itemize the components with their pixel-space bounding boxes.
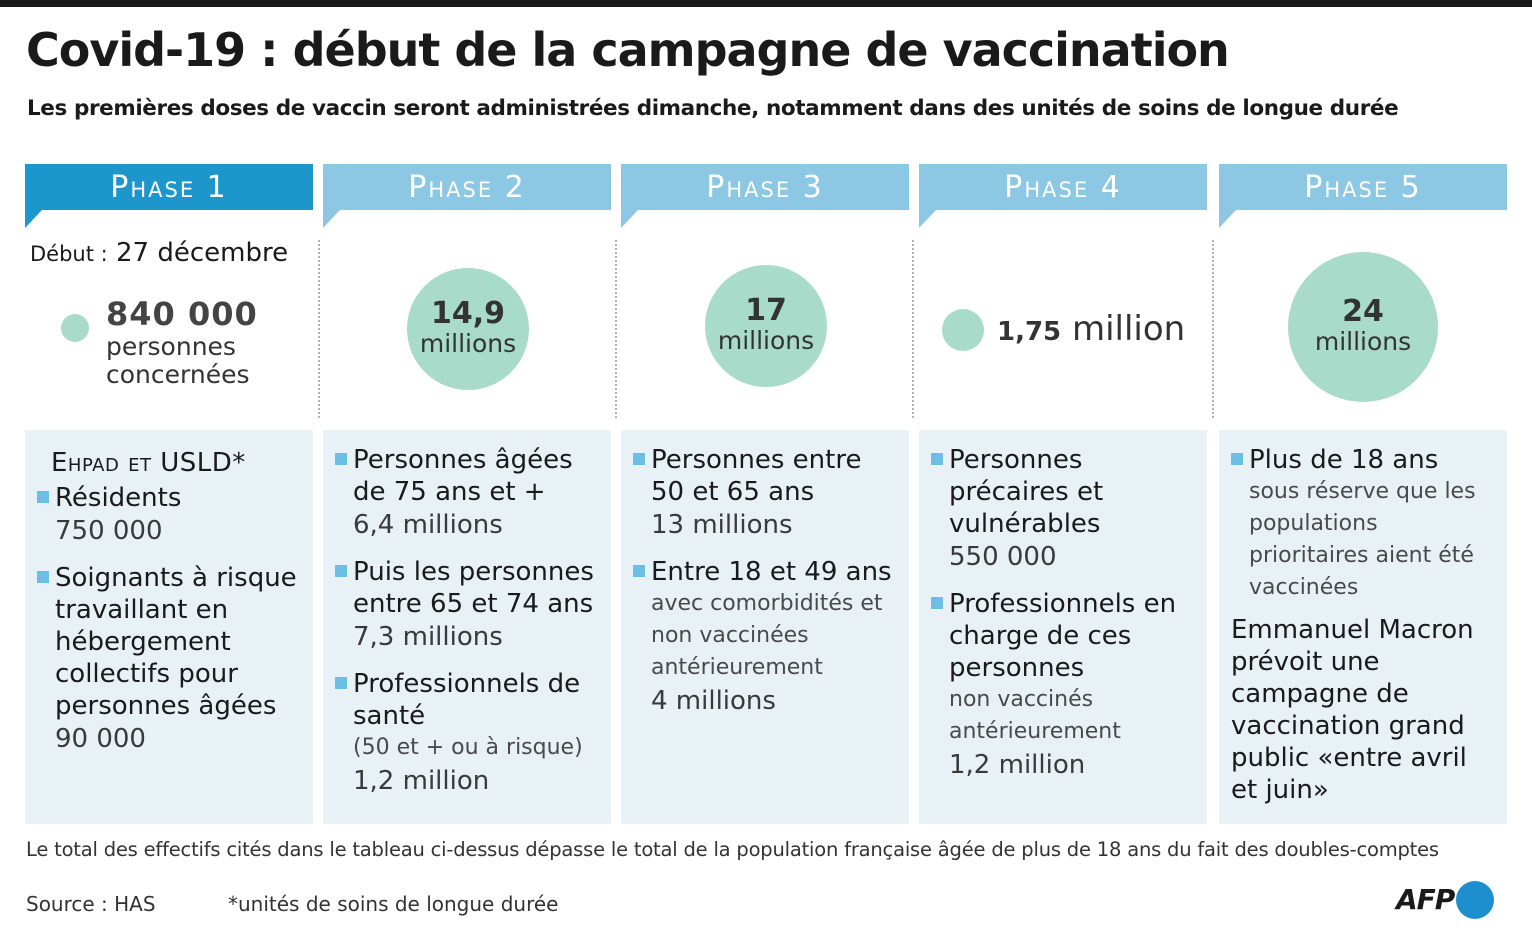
phase-3-count-circle: 17 millions — [705, 265, 827, 387]
phase-1-count-dot — [61, 314, 89, 342]
source-label: Source : HAS — [26, 892, 156, 916]
list-item: Professionnels en charge de ces personne… — [931, 588, 1199, 782]
item-title: Personnes précaires et vulnérables — [949, 445, 1104, 539]
item-title: Professionnels en charge de ces personne… — [949, 589, 1177, 683]
item-note: avec comorbidités et non vaccinées antér… — [651, 591, 883, 680]
start-label: Début : — [30, 242, 108, 266]
item-title: Personnes entre 50 et 65 ans — [651, 445, 862, 507]
phase-1-start: Début : 27 décembre — [30, 238, 288, 268]
item-title: Résidents — [55, 483, 182, 513]
item-value: 750 000 — [55, 516, 163, 546]
count-unit: millions — [1314, 327, 1412, 356]
item-title: Plus de 18 ans — [1249, 445, 1439, 475]
phase-5-header: Phase 5 — [1219, 164, 1507, 228]
list-item: Résidents 750 000 — [37, 482, 305, 548]
item-value: 1,2 million — [353, 766, 490, 796]
list-item: Puis les personnes entre 65 et 74 ans 7,… — [335, 556, 603, 654]
count-unit: million — [1071, 309, 1186, 349]
item-title: Personnes âgées de 75 ans et + — [353, 445, 573, 507]
count-number: 14,9 — [430, 296, 506, 331]
column-separator — [318, 240, 320, 418]
phase-2-card: Personnes âgées de 75 ans et + 6,4 milli… — [323, 430, 611, 824]
phase-5-card: Plus de 18 ans sous réserve que les popu… — [1219, 430, 1507, 824]
phase-3-column: Phase 3 — [621, 164, 909, 824]
phase-4-card: Personnes précaires et vulnérables 550 0… — [919, 430, 1207, 824]
phase-4-count: 1,75 million — [997, 309, 1185, 349]
group-title: Ehpad et USLD* — [51, 448, 246, 478]
phase-2-header: Phase 2 — [323, 164, 611, 228]
bullet-icon — [931, 453, 943, 465]
list-item: Personnes entre 50 et 65 ans 13 millions — [633, 444, 901, 542]
bullet-icon — [931, 597, 943, 609]
item-title: Soignants à risque travaillant en héberg… — [55, 563, 297, 721]
bullet-icon — [37, 491, 49, 503]
column-separator — [1212, 240, 1214, 418]
phase-5-column: Phase 5 — [1219, 164, 1507, 824]
phase-4-column: Phase 4 — [919, 164, 1207, 824]
bullet-icon — [633, 453, 645, 465]
afp-logo: AFP — [1396, 878, 1495, 922]
bullet-icon — [633, 565, 645, 577]
phase-4-header: Phase 4 — [919, 164, 1207, 228]
list-item: Professionnels de santé (50 et + ou à ri… — [335, 668, 603, 798]
phase-5-count-circle: 24 millions — [1288, 252, 1438, 402]
item-title: Professionnels de santé — [353, 669, 581, 731]
list-item: Personnes âgées de 75 ans et + 6,4 milli… — [335, 444, 603, 542]
macron-note: Emmanuel Macron prévoit une campagne de … — [1231, 615, 1474, 805]
phase-1-header: Phase 1 — [25, 164, 313, 228]
list-item: Plus de 18 ans sous réserve que les popu… — [1231, 444, 1499, 604]
phase-1-count: 840 000 — [106, 295, 258, 333]
item-value: 6,4 millions — [353, 510, 503, 540]
phase-2-count-circle: 14,9 millions — [407, 268, 529, 390]
item-value: 90 000 — [55, 724, 146, 754]
total-footnote: Le total des effectifs cités dans le tab… — [26, 838, 1439, 861]
list-item: Personnes précaires et vulnérables 550 0… — [931, 444, 1199, 574]
item-note: sous réserve que les populations priorit… — [1249, 479, 1476, 600]
bullet-icon — [37, 571, 49, 583]
bullet-icon — [335, 565, 347, 577]
phase-3-header: Phase 3 — [621, 164, 909, 228]
column-separator — [615, 240, 617, 418]
item-note: non vaccinés antérieurement — [949, 687, 1121, 744]
item-title: Puis les personnes entre 65 et 74 ans — [353, 557, 594, 619]
item-value: 1,2 million — [949, 750, 1086, 780]
item-value: 550 000 — [949, 542, 1057, 572]
item-note: (50 et + ou à risque) — [353, 735, 583, 760]
bullet-icon — [335, 677, 347, 689]
page-title: Covid-19 : début de la campagne de vacci… — [26, 23, 1230, 77]
list-item: Entre 18 et 49 ans avec comorbidités et … — [633, 556, 901, 718]
bullet-icon — [1231, 453, 1243, 465]
phase-3-card: Personnes entre 50 et 65 ans 13 millions… — [621, 430, 909, 824]
logo-dot-icon — [1456, 881, 1495, 919]
item-value: 13 millions — [651, 510, 793, 540]
page-subtitle: Les premières doses de vaccin seront adm… — [27, 96, 1399, 121]
item-value: 4 millions — [651, 686, 776, 716]
list-item: Soignants à risque travaillant en héberg… — [37, 562, 305, 756]
phase-1-count-desc: personnes concernées — [106, 332, 250, 389]
count-unit: millions — [419, 329, 517, 358]
logo-text: AFP — [1396, 883, 1455, 916]
asterisk-note: *unités de soins de longue durée — [228, 892, 559, 916]
phase-4-count-dot — [942, 309, 984, 351]
phase-1-column: Phase 1 — [25, 164, 313, 824]
top-bar — [0, 0, 1532, 7]
item-value: 7,3 millions — [353, 622, 503, 652]
phase-2-column: Phase 2 — [323, 164, 611, 824]
start-date: 27 décembre — [115, 238, 289, 268]
column-separator — [912, 240, 914, 418]
count-unit: millions — [717, 326, 815, 355]
count-number: 24 — [1342, 294, 1384, 329]
item-title: Entre 18 et 49 ans — [651, 557, 892, 587]
bullet-icon — [335, 453, 347, 465]
count-number: 1,75 — [997, 317, 1062, 347]
count-number: 17 — [745, 293, 787, 328]
phase-1-card: Ehpad et USLD* Résidents 750 000 Soignan… — [25, 430, 313, 824]
